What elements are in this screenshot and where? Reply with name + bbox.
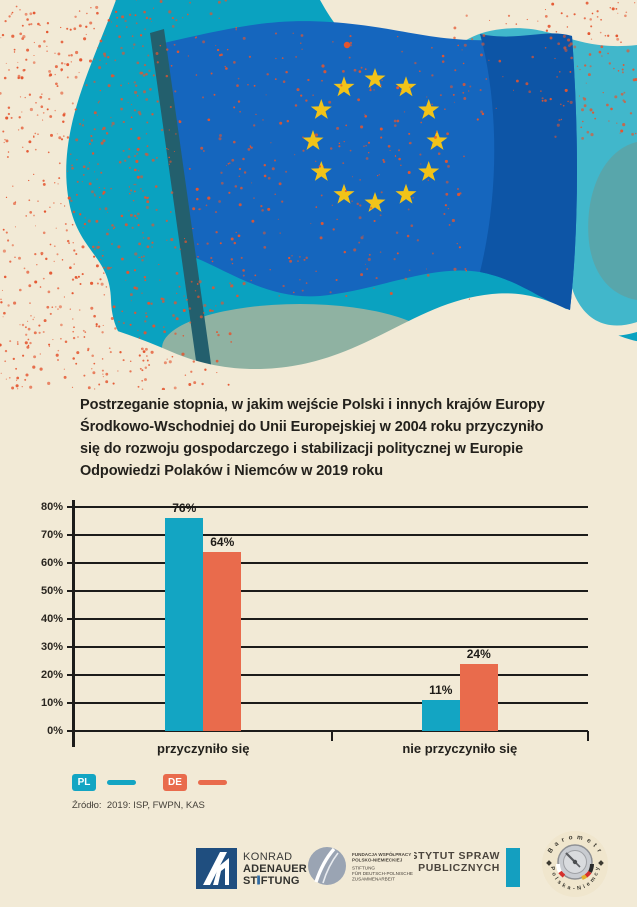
gridline-10% [67,702,588,704]
gridline-70% [67,534,588,536]
gridline-80% [67,506,588,508]
barometer-polish-flag-arc [556,863,562,873]
kas-logo-line-2: ADENAUER [243,863,307,875]
barometer-logo: B a r o m e t r P o l s k a - N i e m c … [542,831,608,897]
sage-right-band [588,142,637,300]
bar-de-1 [459,663,498,731]
gridline-60% [67,562,588,564]
fwpn-logo-road [314,847,336,883]
isp-logo-line-1: INSTYTUT SPRAW [414,850,500,862]
bar-pl-1 [421,700,460,731]
kas-logo-line-3: STIFTUNG [243,875,300,887]
legend-chip-de: DE [163,774,187,791]
flag-pole [150,29,215,390]
gridline-30% [67,646,588,648]
bar-de-0 [203,551,242,731]
eu-flag-body [159,21,577,310]
y-axis-tick-label: 70% [40,529,63,541]
kas-logo-blue-i [257,875,260,885]
category-label-0: przyczyniło się [157,741,250,756]
bar-value-label: 64% [210,534,235,549]
y-axis-tick-label: 60% [40,557,63,569]
y-axis-tick-label: 20% [40,669,63,681]
x-axis-tick-0 [330,731,333,741]
y-axis-tick-label: 50% [40,585,63,597]
bar-value-label: 24% [466,646,491,661]
y-axis-tick-label: 0% [47,725,63,737]
gridline-40% [67,618,588,620]
gridline-20% [67,674,588,676]
cream-wave [0,293,637,390]
legend-item-de: DE [163,774,227,791]
legend-dash-pl [107,780,136,785]
x-axis-line [72,730,588,732]
isp-logo: INSTYTUT SPRAW PUBLICZNYCH [414,848,520,887]
kas-logo-a-mark [203,852,227,885]
fwpn-logo-line-2: POLSKO-NIEMIECKIEJ [352,858,403,863]
red-speckle-texture [0,0,637,390]
bar-chart: 0% 10% 20% 30% 40% 50% 60% 70% 80% 76% 64% przyczyn… [0,495,637,775]
eu-flag-fold-shadow [480,33,577,311]
fwpn-logo: FUNDACJA WSPÓŁPRACY POLSKO-NIEMIECKIEJ S… [308,847,413,885]
y-axis-tick-label: 10% [40,697,63,709]
logo-row: KONRAD ADENAUER STIFTUNG FUNDACJA WSPÓŁP… [0,828,637,903]
fwpn-logo-line-1: FUNDACJA WSPÓŁPRACY [352,850,411,857]
gridline-50% [67,590,588,592]
bar-value-label: 11% [429,683,453,698]
chart-title: Postrzeganie stopnia, w jakim wejście Po… [80,397,545,479]
y-axis-line [72,500,75,747]
isp-logo-line-2: PUBLICZNYCH [418,862,500,874]
fwpn-logo-line-4: FÜR DEUTSCH-POLNISCHE [352,870,413,876]
source-text: Źródło: 2019: ISP, FWPN, KAS [72,800,205,811]
barometer-diamond-left [546,860,552,866]
y-axis-tick-label: 40% [40,613,63,625]
x-axis-tick-1 [587,731,589,741]
y-axis-tick-label: 30% [40,641,63,653]
barometer-german-flag-arc [588,863,594,873]
bar-pl-0 [165,518,204,731]
category-label-1: nie przyczyniło się [402,741,518,756]
legend-chip-pl: PL [72,774,96,791]
fwpn-logo-line-5: ZUSAMMENARBEIT [352,877,395,882]
legend-dash-de [198,780,227,785]
eu-flag-illustration [0,0,637,390]
legend-item-pl: PL [72,774,136,791]
barometer-needle-pivot [572,859,578,865]
chart-legend: PL DE [72,774,241,791]
fwpn-logo-circle [308,847,346,885]
fwpn-logo-line-3: STIFTUNG [352,866,375,871]
fwpn-logo-road-2 [322,852,339,884]
bar-value-label: 76% [172,501,197,516]
barometer-diamond-right [598,860,604,866]
y-axis-tick-label: 80% [40,501,63,513]
isp-logo-teal-bar [506,848,520,887]
kas-logo-line-1: KONRAD [243,851,292,863]
kas-logo: KONRAD ADENAUER STIFTUNG [196,848,307,889]
